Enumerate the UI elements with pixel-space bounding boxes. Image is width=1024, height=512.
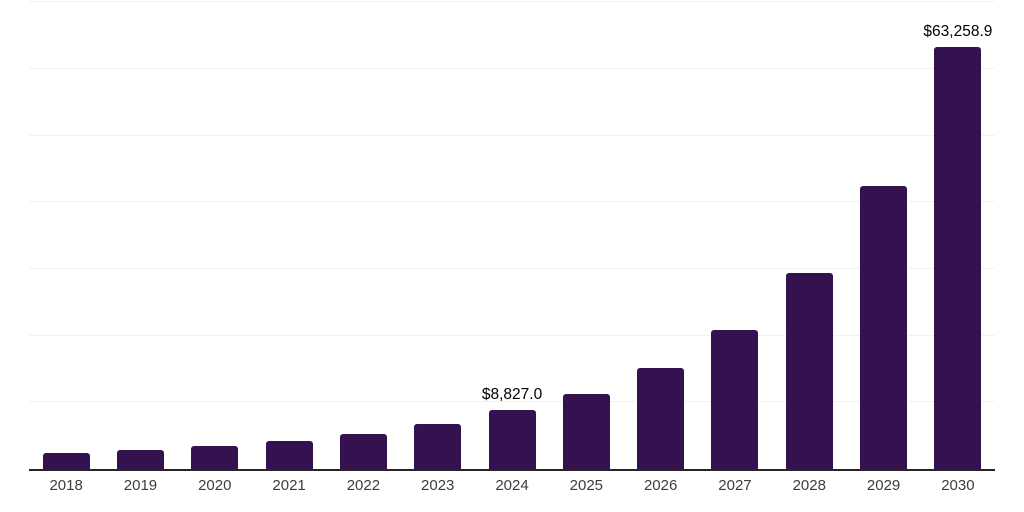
band-2023 [401,0,475,469]
plot-area: $8,827.0 $63,258.9 [29,0,995,471]
band-2025 [549,0,623,469]
band-2030: $63,258.9 [921,0,995,469]
gridline-60000 [29,67,995,69]
band-2021 [252,0,326,469]
band-2018 [29,0,103,469]
x-tick-label-2020: 2020 [198,477,232,494]
x-axis-tick-labels: 2018 2019 2020 2021 2022 2023 2024 2025 2026 2027… [29,477,995,494]
bar-value-label-2024: $8,827.0 [481,386,543,404]
band-2029 [846,0,920,469]
band-2026 [624,0,698,469]
x-tick-label-2027: 2027 [718,477,752,494]
bar-2029 [860,185,908,469]
bar-2028 [785,273,833,469]
bar-2024: $8,827.0 [482,386,542,469]
gridline-50000 [29,134,995,136]
bar-2026 [637,367,685,469]
gridline-30000 [29,268,995,269]
gridline-10000 [29,401,995,403]
x-tick-label-2025: 2025 [569,477,604,494]
band-2027 [698,0,772,469]
x-tick-label-2028: 2028 [792,477,826,494]
bar-2027 [711,329,759,469]
bar-2025 [562,393,610,469]
bar-2022 [339,433,387,469]
bar-2020 [191,445,239,469]
gridline-40000 [29,201,995,203]
bar-2019 [116,449,164,469]
gridline-70000 [29,1,995,3]
x-tick-label-2019: 2019 [123,477,158,494]
x-tick-label-2021: 2021 [272,477,306,494]
x-tick-label-2024: 2024 [495,477,529,494]
bar-2018 [42,452,90,469]
x-tick-label-2030: 2030 [941,477,975,494]
x-tick-label-2022: 2022 [346,477,381,494]
band-2028 [772,0,846,469]
x-tick-label-2023: 2023 [421,477,455,494]
band-2024: $8,827.0 [475,0,549,469]
x-tick-label-2018: 2018 [49,477,83,494]
bar-2023 [414,424,462,469]
x-tick-label-2029: 2029 [866,477,901,494]
bar-2030: $63,258.9 [923,23,992,469]
bar-value-label-2030: $63,258.9 [923,23,993,41]
x-axis-line [29,469,995,471]
gridline-20000 [29,334,995,336]
band-2019 [103,0,177,469]
band-2020 [178,0,252,469]
band-2022 [326,0,400,469]
x-tick-label-2026: 2026 [643,477,678,494]
bar-series: $8,827.0 $63,258.9 [29,0,995,469]
bar-2021 [265,441,313,469]
